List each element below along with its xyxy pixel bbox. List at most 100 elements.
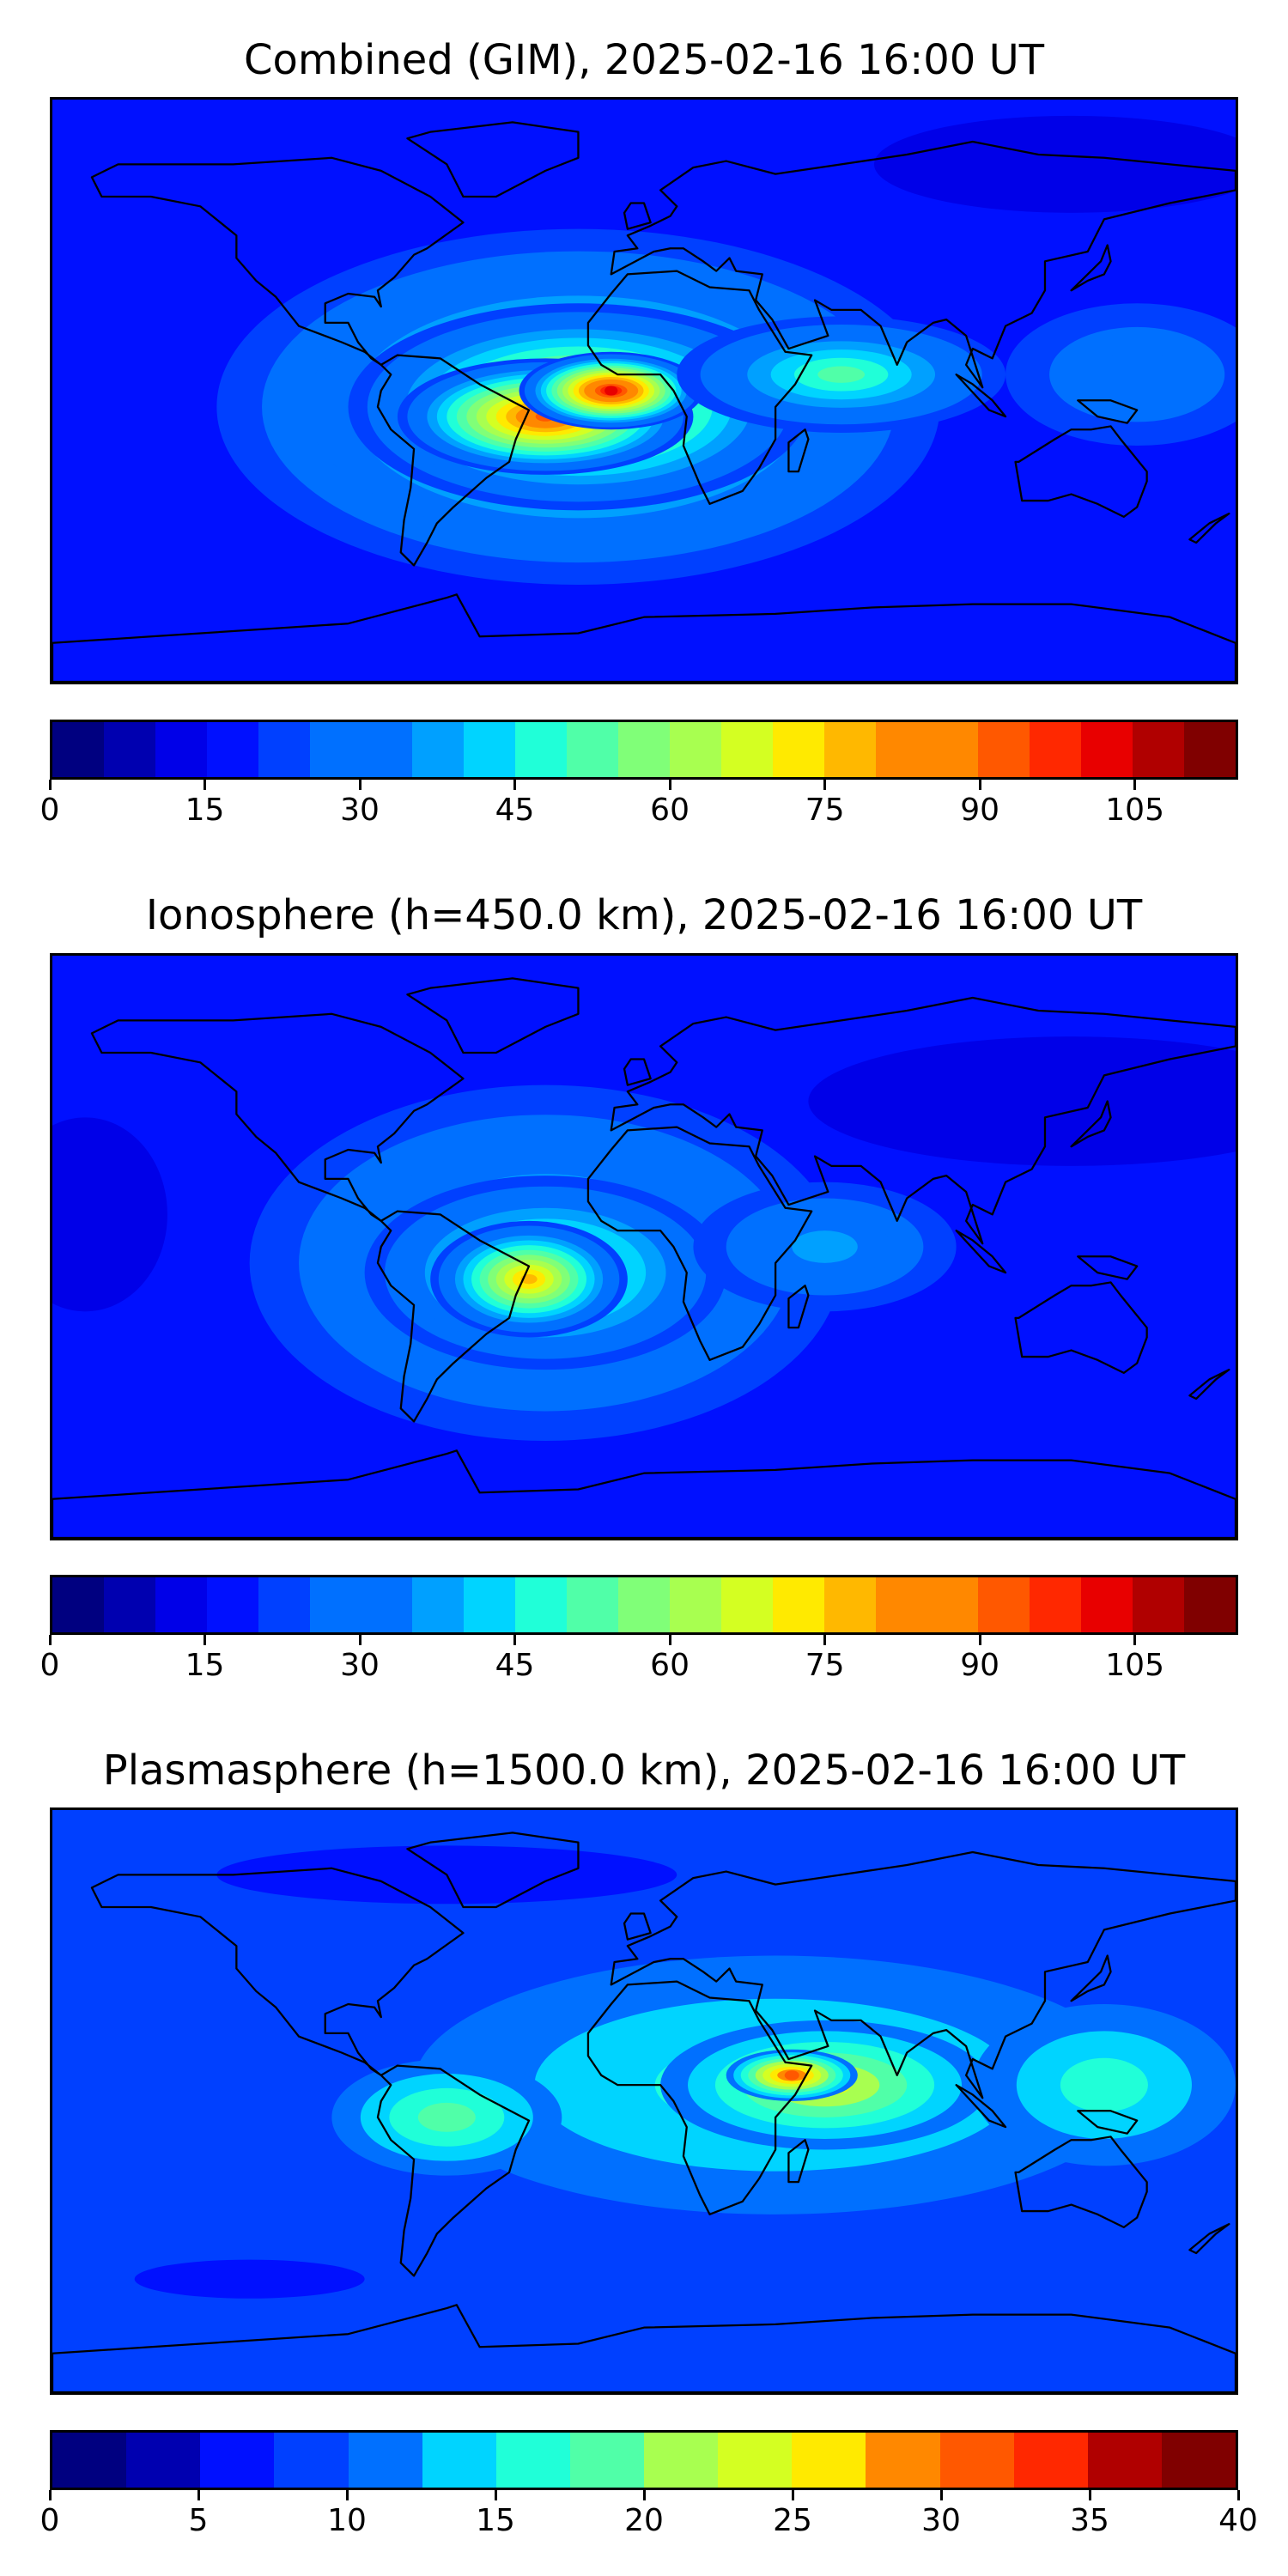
colorbar-segment [927, 722, 979, 777]
map-contours [52, 956, 1236, 1538]
colorbar-segment [823, 1577, 876, 1632]
colorbar-segment [155, 1577, 207, 1632]
colorbar-segment [720, 1577, 773, 1632]
colorbar-segment [978, 722, 1030, 777]
colorbar-tick-label: 60 [650, 793, 690, 828]
colorbar-segment [569, 2433, 644, 2488]
coastline [1188, 1369, 1230, 1400]
coastline [52, 1449, 1236, 1538]
colorbar-segment [875, 1577, 927, 1632]
colorbar-tick-label: 25 [773, 2503, 812, 2538]
colorbar-tick-label: 10 [327, 2503, 367, 2538]
colorbar [50, 1575, 1238, 1635]
coastline [1077, 2110, 1139, 2135]
colorbar-segment [772, 722, 824, 777]
coastline [787, 428, 810, 473]
colorbar-segment [206, 722, 258, 777]
coastline [955, 1230, 1007, 1274]
colorbar-segment [103, 1577, 155, 1632]
colorbar-tick-label: 75 [805, 1648, 845, 1683]
map-plot [50, 97, 1238, 684]
colorbar-segment [1013, 2433, 1088, 2488]
colorbar-segment [644, 2433, 719, 2488]
coastline [586, 1126, 813, 1361]
colorbar-segment [361, 722, 413, 777]
contour-band [52, 1117, 167, 1312]
colorbar-segment [52, 722, 104, 777]
colorbar-segment [718, 2433, 793, 2488]
colorbar-segment [309, 1577, 361, 1632]
colorbar [50, 720, 1238, 780]
colorbar-segment [1087, 2433, 1162, 2488]
colorbar-segment [875, 722, 927, 777]
colorbar-segment [1183, 1577, 1236, 1632]
coastline [376, 2064, 531, 2277]
colorbar-segment [939, 2433, 1014, 2488]
colorbar-segment [464, 722, 516, 777]
colorbar-segment [978, 1577, 1030, 1632]
coastline [1070, 1100, 1112, 1148]
colorbar-segment [361, 1577, 413, 1632]
colorbar-tick-label: 105 [1105, 1648, 1164, 1683]
colorbar-segment [1081, 722, 1133, 777]
colorbar-tick-label: 45 [495, 1648, 535, 1683]
coastline [376, 354, 531, 567]
coastline [52, 2304, 1236, 2392]
colorbar-segment [567, 722, 618, 777]
colorbar-segment [309, 722, 361, 777]
coastline [787, 2139, 810, 2184]
coastline [623, 1912, 652, 1941]
colorbar-segment [669, 722, 721, 777]
coastline [610, 140, 1236, 389]
colorbar-tick-label: 15 [476, 2503, 515, 2538]
colorbar-segment [52, 2433, 127, 2488]
colorbar-tick-label: 0 [39, 793, 60, 828]
coastline [1014, 1281, 1148, 1375]
coastline [586, 1980, 813, 2215]
colorbar-segment [155, 722, 207, 777]
contour-band [784, 2070, 799, 2081]
contour-band [874, 115, 1236, 213]
colorbar-tick-label: 75 [805, 793, 845, 828]
panel-title: Ionosphere (h=450.0 km), 2025-02-16 16:0… [145, 891, 1143, 939]
coastline [52, 593, 1236, 682]
colorbar-tick-label: 45 [495, 793, 535, 828]
colorbar-tick-label: 30 [340, 793, 380, 828]
contour-band [134, 2259, 365, 2299]
colorbar-segment [1133, 1577, 1184, 1632]
coastline [90, 1012, 465, 1222]
contour-band [605, 386, 618, 396]
contour-band [817, 366, 866, 383]
colorbar-tick-label: 0 [39, 2503, 60, 2538]
colorbar-segment [720, 722, 773, 777]
colorbar-segment [126, 2433, 201, 2488]
map-plot [50, 953, 1238, 1540]
colorbar-segment [515, 1577, 568, 1632]
colorbar-segment [1030, 1577, 1082, 1632]
colorbar-tick-label: 15 [185, 1648, 225, 1683]
colorbar-tick-label: 15 [185, 793, 225, 828]
coastline [955, 2084, 1007, 2129]
colorbar-segment [52, 1577, 104, 1632]
coastline [1077, 1255, 1139, 1280]
contour-band [1093, 350, 1182, 398]
contour-band [417, 2102, 476, 2132]
colorbar-segment [103, 722, 155, 777]
coastline [1014, 425, 1148, 519]
colorbar-segment [348, 2433, 422, 2488]
colorbar-segment [1081, 1577, 1133, 1632]
colorbar-segment [792, 2433, 866, 2488]
colorbar-segment [617, 722, 670, 777]
coastline [1070, 1954, 1112, 2002]
colorbar-ticks: 0 15 30 45 60 75 90 105 [40, 780, 1238, 831]
colorbar-segment [422, 2433, 496, 2488]
colorbar-segment [866, 2433, 940, 2488]
colorbar-segment [567, 1577, 618, 1632]
colorbar-tick-label: 90 [960, 793, 1000, 828]
coastline [1070, 244, 1112, 292]
coastline [1077, 399, 1139, 424]
colorbar-segment [258, 1577, 310, 1632]
colorbar-tick-label: 0 [39, 1648, 60, 1683]
contour-band [1060, 2057, 1148, 2112]
colorbar-segment [927, 1577, 979, 1632]
